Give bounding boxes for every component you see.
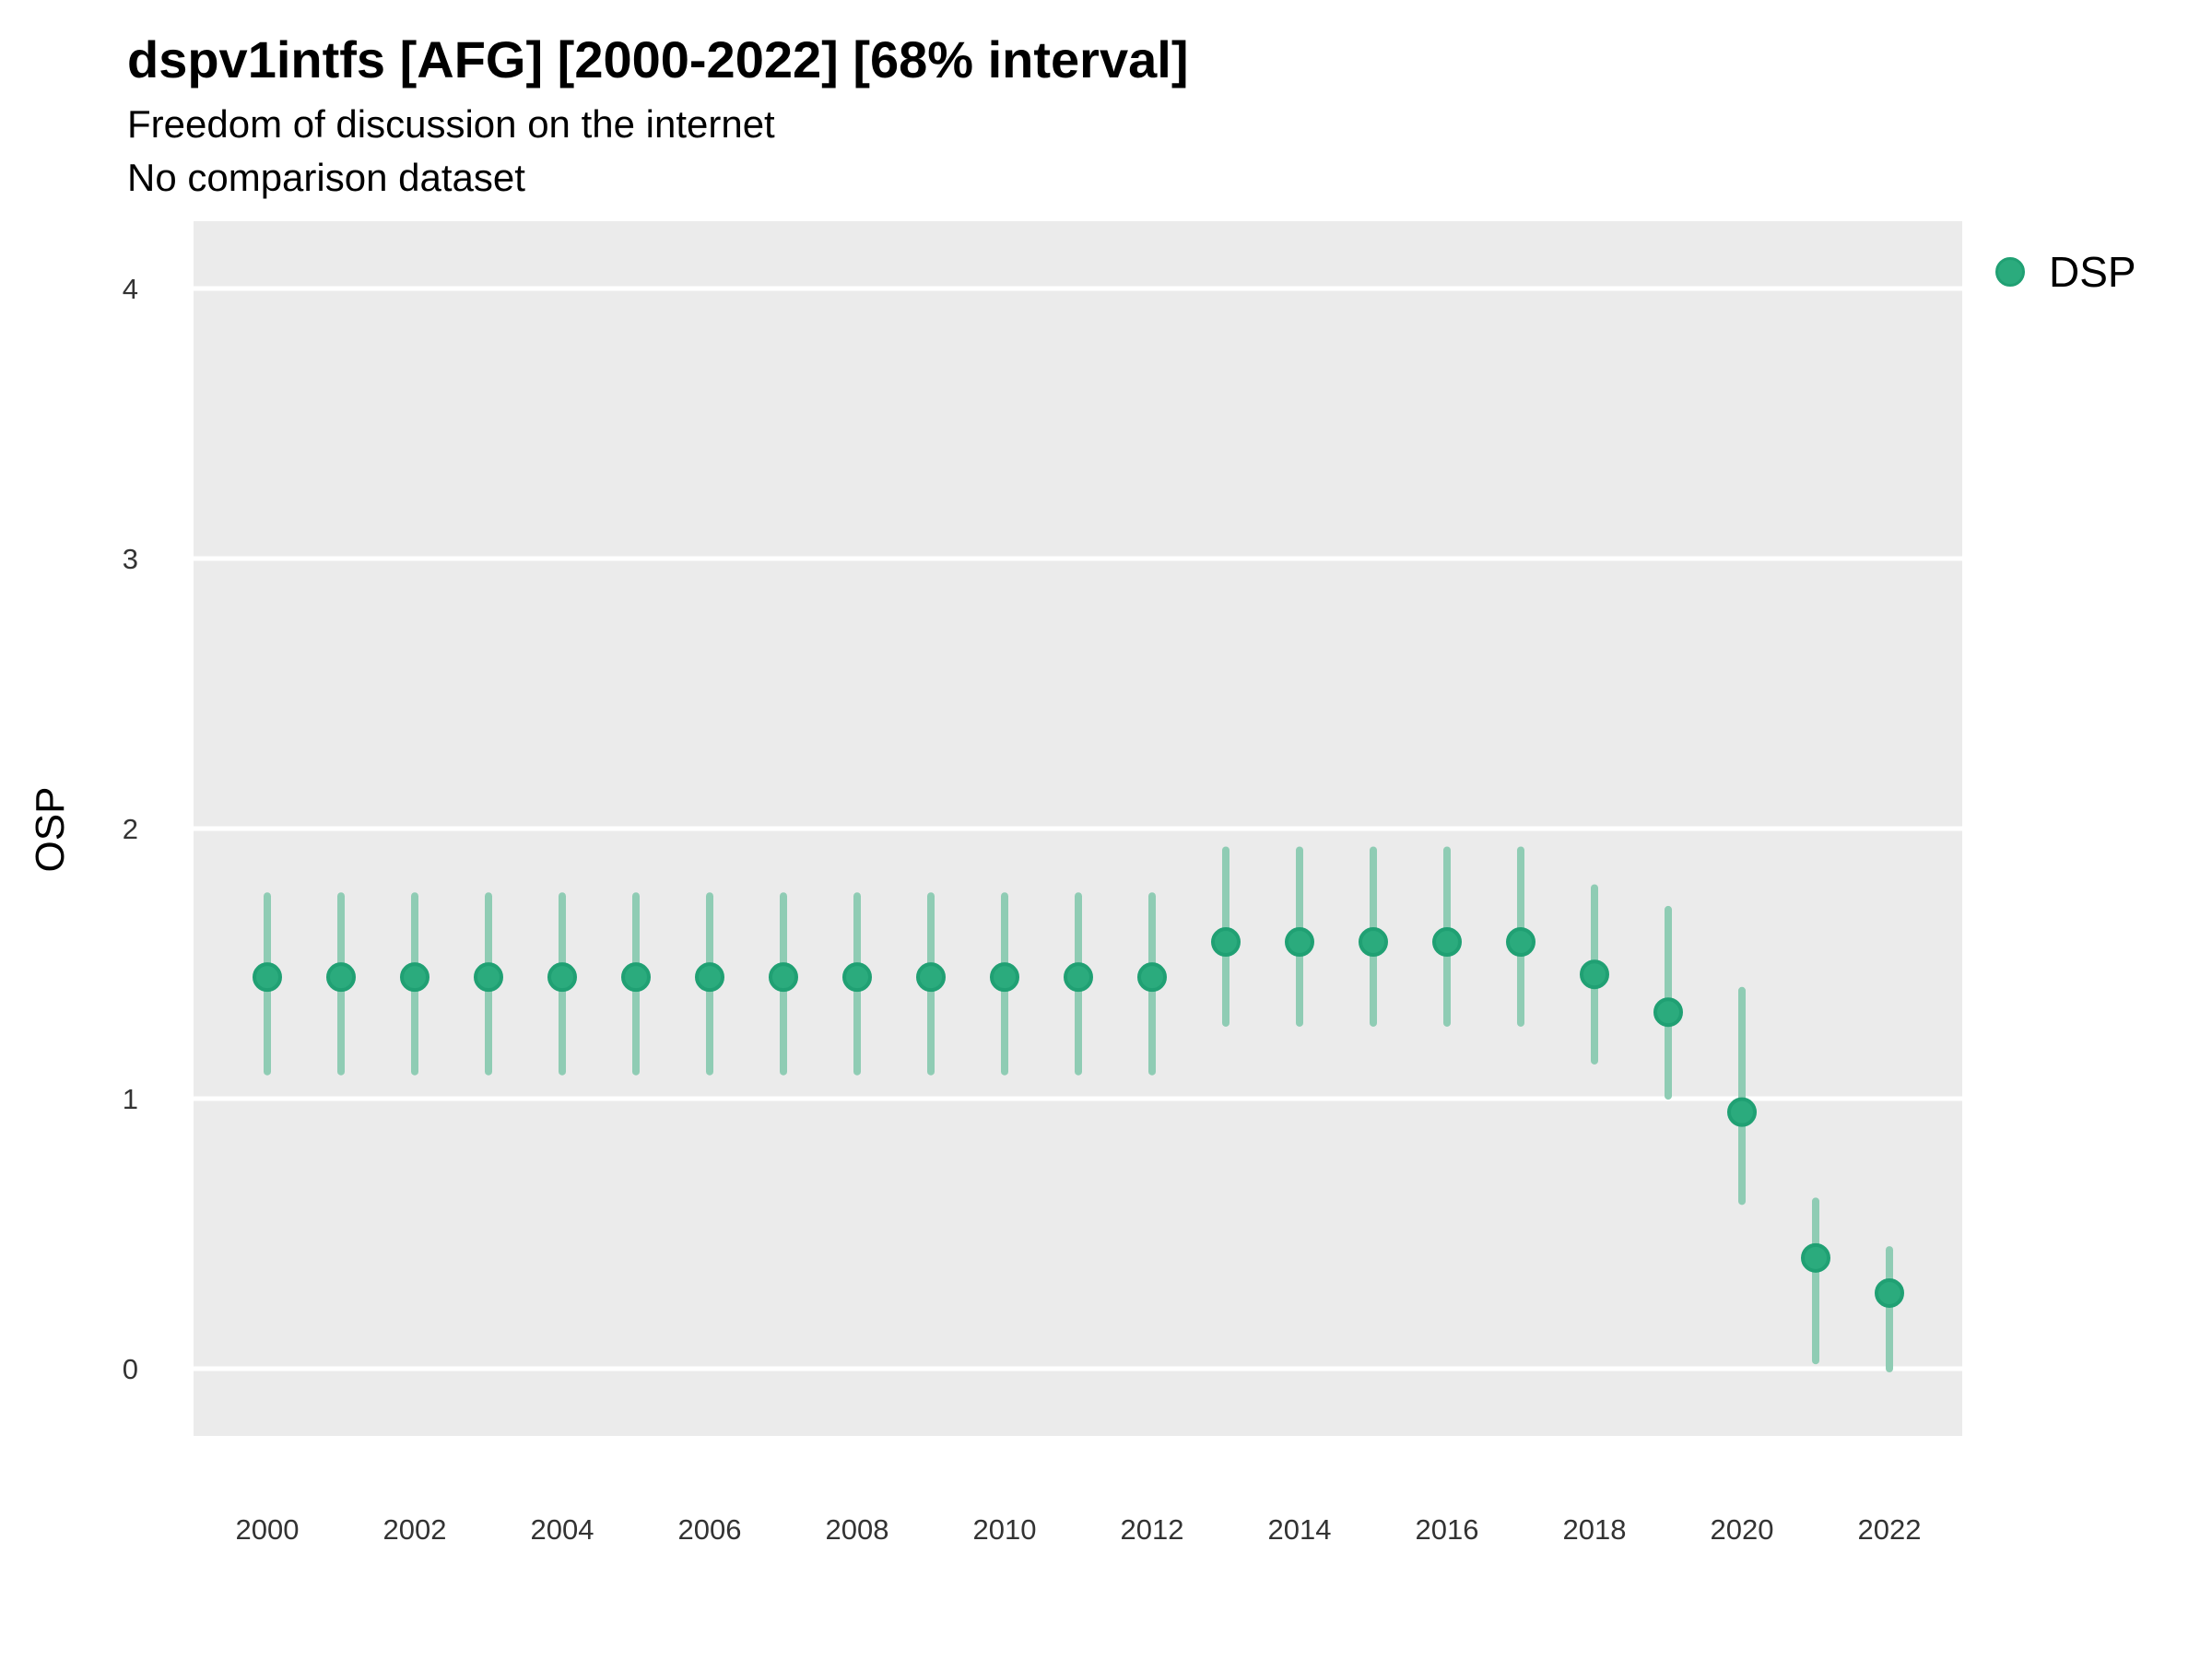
data-point-2003 — [474, 962, 503, 993]
x-tick-label: 2016 — [1416, 1513, 1479, 1546]
data-point-2005 — [621, 962, 651, 993]
y-tick-label: 2 — [123, 813, 138, 845]
x-tick-label: 2008 — [826, 1513, 889, 1546]
data-point-2007 — [769, 962, 798, 993]
data-point-2015 — [1359, 927, 1388, 958]
data-point-2008 — [842, 962, 872, 993]
legend-point-icon — [1995, 257, 2025, 287]
data-point-2004 — [547, 962, 577, 993]
chart-note: No comparison dataset — [127, 156, 525, 199]
data-point-2002 — [400, 962, 429, 993]
data-point-2010 — [990, 962, 1019, 993]
page-title: dspv1intfs [AFG] [2000-2022] [68% interv… — [127, 30, 1189, 88]
legend-label: DSP — [2049, 248, 2136, 296]
data-point-2011 — [1064, 962, 1093, 993]
data-point-2021 — [1801, 1242, 1830, 1273]
data-point-2022 — [1875, 1277, 1904, 1308]
data-point-2001 — [326, 962, 356, 993]
x-tick-label: 2018 — [1563, 1513, 1627, 1546]
data-point-2006 — [695, 962, 724, 993]
x-tick-label: 2020 — [1711, 1513, 1774, 1546]
x-tick-label: 2010 — [973, 1513, 1037, 1546]
chart-subtitle: Freedom of discussion on the internet — [127, 102, 775, 146]
data-point-2017 — [1506, 927, 1535, 958]
y-tick-label: 3 — [123, 543, 138, 575]
data-point-2016 — [1432, 927, 1462, 958]
x-tick-label: 2004 — [531, 1513, 594, 1546]
data-point-2000 — [253, 962, 282, 993]
legend: DSP — [1995, 251, 2136, 293]
y-tick-label: 1 — [123, 1083, 138, 1115]
x-tick-label: 2000 — [236, 1513, 300, 1546]
y-axis-title: OSP — [28, 786, 73, 873]
y-tick-label: 0 — [123, 1353, 138, 1385]
data-point-2013 — [1211, 927, 1241, 958]
x-tick-label: 2014 — [1268, 1513, 1332, 1546]
x-tick-label: 2022 — [1858, 1513, 1922, 1546]
data-point-2014 — [1285, 927, 1314, 958]
x-tick-label: 2006 — [678, 1513, 742, 1546]
data-point-2012 — [1137, 962, 1167, 993]
y-tick-label: 4 — [123, 273, 138, 305]
data-point-2009 — [916, 962, 946, 993]
data-point-2020 — [1727, 1097, 1757, 1127]
x-tick-label: 2012 — [1121, 1513, 1184, 1546]
x-tick-label: 2002 — [383, 1513, 447, 1546]
data-point-2019 — [1653, 997, 1683, 1028]
data-point-2018 — [1580, 959, 1609, 990]
